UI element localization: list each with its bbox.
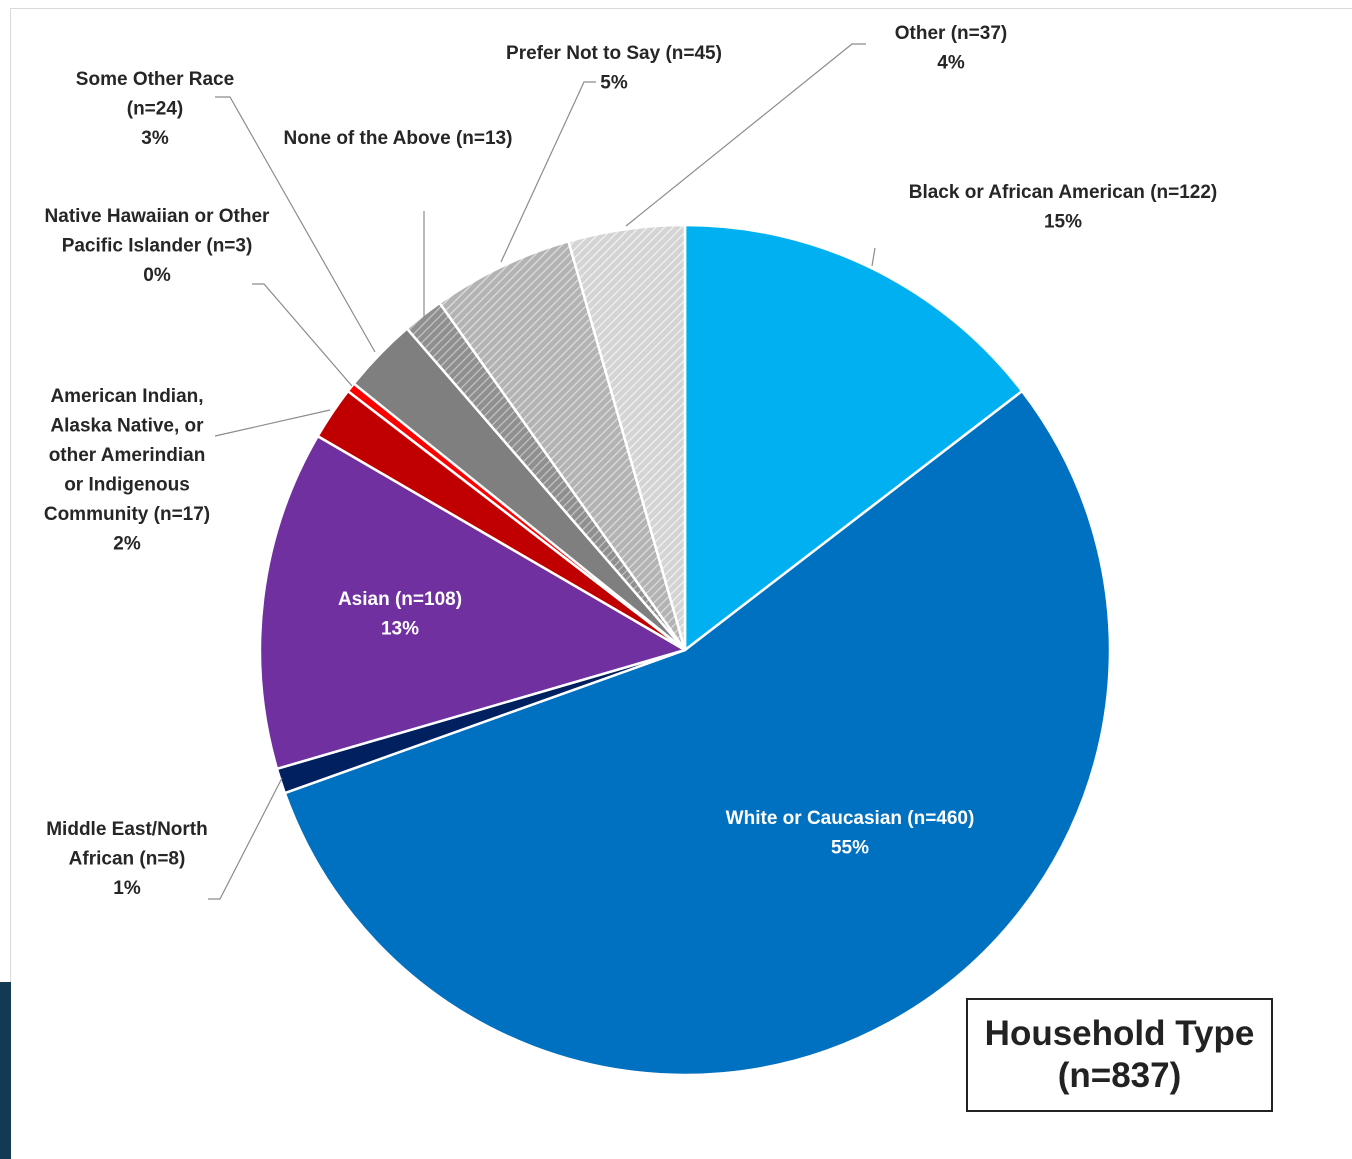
- slice-percent-label: 3%: [141, 128, 169, 149]
- slice-label-line: Native Hawaiian or Other: [45, 206, 271, 227]
- chart-frame-top: [10, 8, 1352, 9]
- slice-percent-label: 1%: [113, 878, 141, 899]
- slice-percent-label: 0%: [143, 265, 171, 286]
- slice-percent-label: 4%: [937, 53, 965, 74]
- leader-line: [215, 96, 376, 353]
- slice-percent-label: 13%: [381, 619, 419, 640]
- pie-slice: [258, 434, 687, 771]
- slice-label-line: White or Caucasian (n=460): [726, 808, 975, 829]
- slice-percent-label: 55%: [831, 838, 869, 859]
- leader-line: [871, 247, 876, 267]
- slice-label-line: or Indigenous: [64, 475, 190, 496]
- slide-edge-accent: [0, 982, 11, 1159]
- slice-label-line: Asian (n=108): [338, 589, 462, 610]
- pie-slices: [258, 223, 1112, 1077]
- slice-label-line: other Amerindian: [49, 445, 206, 466]
- household-type-box: Household Type (n=837): [966, 998, 1273, 1112]
- leader-line: [208, 777, 283, 900]
- pie-slice: [438, 240, 687, 652]
- slice-percent-label: 15%: [1044, 212, 1082, 233]
- slice-label-line: Some Other Race: [76, 69, 234, 90]
- pie-slice: [567, 223, 687, 652]
- slice-label-line: African (n=8): [69, 849, 186, 870]
- box-title-line-1: Household Type: [984, 1014, 1255, 1053]
- slice-label-line: Middle East/North: [46, 819, 208, 840]
- slice-percent-label: 2%: [113, 534, 141, 555]
- slice-label-line: Black or African American (n=122): [909, 182, 1218, 203]
- slice-label-line: Other (n=37): [895, 23, 1007, 44]
- pie-slice: [683, 223, 1024, 652]
- leader-line: [214, 409, 331, 437]
- pie-slice: [283, 389, 1112, 1077]
- leader-lines: [208, 43, 876, 900]
- slice-label-line: Pacific Islander (n=3): [62, 236, 253, 257]
- box-title-line-2: (n=837): [1057, 1056, 1182, 1095]
- slice-label-line: Prefer Not to Say (n=45): [506, 43, 722, 64]
- slice-percent-label: 5%: [600, 73, 628, 94]
- leader-line: [500, 81, 596, 263]
- slice-label-line: American Indian,: [50, 386, 203, 407]
- slice-label-line: (n=24): [127, 99, 184, 120]
- slice-label-line: Alaska Native, or: [50, 416, 204, 437]
- slice-labels: Black or African American (n=122) 15% Whit…: [44, 23, 1217, 899]
- leader-line: [625, 43, 866, 227]
- slice-label-line: None of the Above (n=13): [284, 128, 513, 149]
- slice-label-line: Community (n=17): [44, 504, 210, 525]
- chart-frame-left: [10, 8, 11, 1008]
- leader-line: [252, 283, 353, 387]
